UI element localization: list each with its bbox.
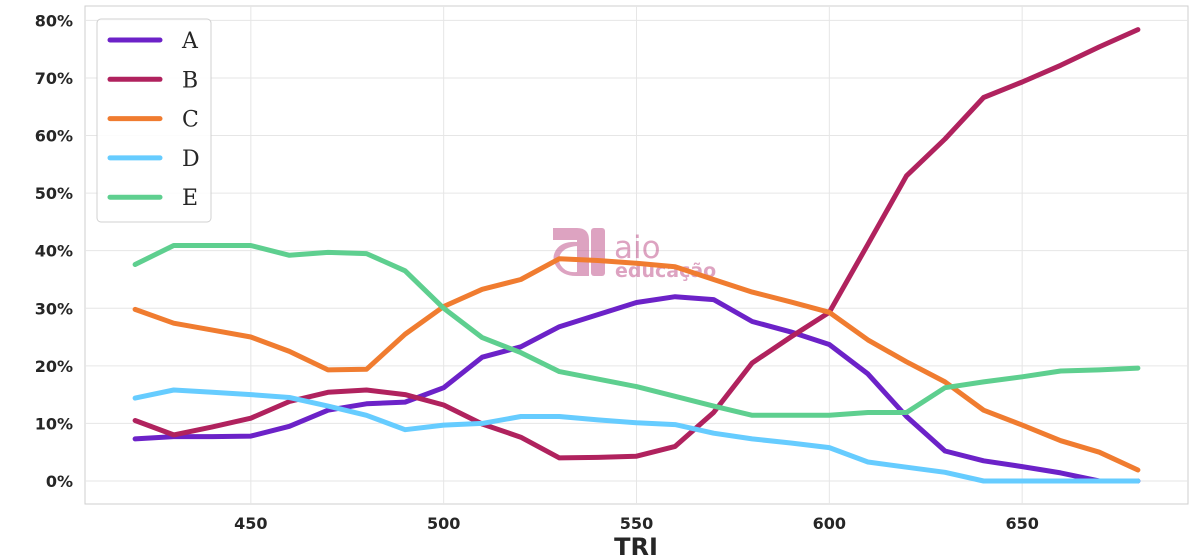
- y-tick-label: 60%: [35, 127, 73, 146]
- y-tick-label: 10%: [35, 414, 73, 433]
- legend-label-c: C: [182, 108, 199, 133]
- x-tick-label: 450: [234, 514, 267, 533]
- x-tick-label: 500: [427, 514, 460, 533]
- y-tick-label: 0%: [46, 472, 73, 491]
- series-d-line: [132, 387, 1141, 484]
- legend-label-d: D: [182, 147, 200, 172]
- legend-label-b: B: [182, 68, 198, 93]
- y-axis: 0% 10% 20% 30% 40% 50% 60% 70% 80%: [35, 11, 73, 491]
- series-a-line: [132, 294, 1141, 484]
- y-tick-label: 50%: [35, 184, 73, 203]
- series-c-line: [132, 256, 1141, 473]
- series-lines: [132, 27, 1141, 484]
- x-tick-label: 600: [813, 514, 846, 533]
- y-tick-label: 70%: [35, 69, 73, 88]
- x-axis: 450 500 550 600 650: [234, 514, 1039, 533]
- y-tick-label: 30%: [35, 299, 73, 318]
- watermark-logo-icon: [553, 228, 605, 276]
- x-tick-label: 550: [620, 514, 653, 533]
- x-tick-label: 650: [1005, 514, 1038, 533]
- y-tick-label: 80%: [35, 11, 73, 30]
- y-tick-label: 20%: [35, 357, 73, 376]
- x-axis-title: TRI: [614, 533, 658, 560]
- y-tick-label: 40%: [35, 242, 73, 261]
- series-e-line: [132, 243, 1141, 418]
- legend-label-e: E: [182, 186, 198, 211]
- legend-label-a: A: [181, 29, 199, 54]
